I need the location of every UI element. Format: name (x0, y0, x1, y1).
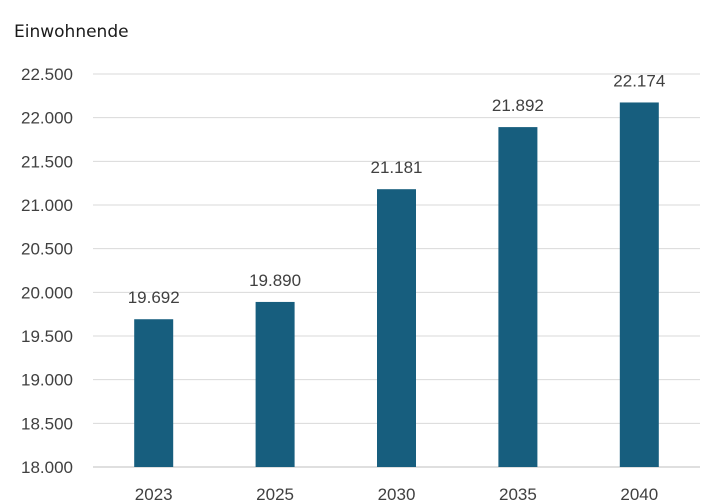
x-tick-label: 2023 (135, 485, 173, 503)
data-label-2035: 21.892 (492, 96, 544, 115)
bar-2040 (619, 102, 659, 467)
y-tick-label: 18.000 (21, 458, 73, 477)
data-label-2023: 19.692 (128, 288, 180, 307)
y-tick-label: 18.500 (21, 414, 73, 433)
y-tick-label: 19.500 (21, 327, 73, 346)
y-tick-label: 20.500 (21, 240, 73, 259)
x-tick-label: 2035 (499, 485, 537, 503)
data-labels: 19.692 19.890 21.181 21.892 22.174 (128, 71, 666, 307)
data-label-2025: 19.890 (249, 271, 301, 290)
bar-2023 (134, 319, 174, 467)
data-label-2030: 21.181 (371, 158, 423, 177)
x-tick-label: 2040 (620, 485, 658, 503)
x-tick-label: 2030 (378, 485, 416, 503)
data-label-2040: 22.174 (613, 71, 665, 90)
bars (134, 102, 659, 467)
y-axis-tick-labels: 18.000 18.500 19.000 19.500 20.000 20.500 21.0… (21, 65, 73, 477)
y-axis-unit-label: Einwohnende (14, 22, 129, 42)
y-tick-label: 19.000 (21, 371, 73, 390)
bar-2025 (255, 301, 295, 467)
x-tick-label: 2025 (256, 485, 294, 503)
y-tick-label: 21.000 (21, 196, 73, 215)
y-tick-label: 21.500 (21, 152, 73, 171)
y-tick-label: 22.500 (21, 65, 73, 84)
bar-2030 (377, 189, 416, 467)
x-axis-tick-labels: 2023 2025 2030 2035 2040 (135, 485, 658, 503)
y-tick-label: 20.000 (21, 283, 73, 302)
bar-2035 (498, 127, 538, 467)
y-tick-label: 22.000 (21, 109, 73, 128)
